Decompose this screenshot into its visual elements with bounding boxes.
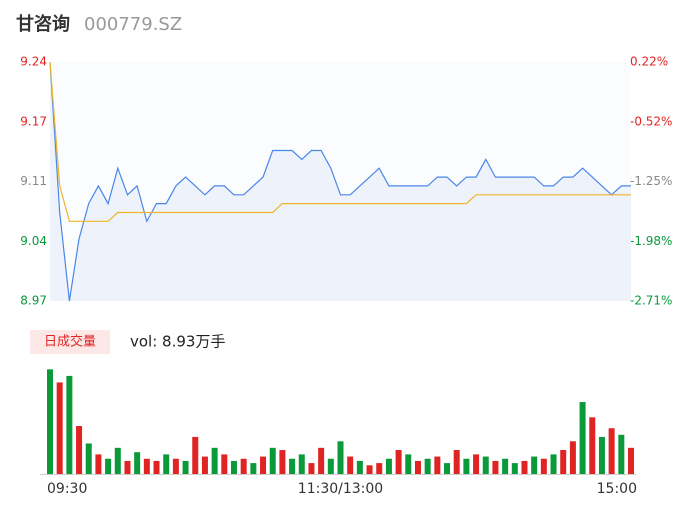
y-tick-label: 9.04 [20, 234, 47, 248]
volume-bar [221, 454, 228, 474]
volume-bar [318, 447, 325, 474]
volume-bar [250, 463, 257, 474]
volume-bar [598, 436, 605, 474]
volume-bar [279, 450, 286, 474]
volume-total: vol: 8.93万手 [130, 333, 225, 351]
volume-bar [376, 463, 383, 474]
volume-bar [628, 447, 634, 474]
volume-bar [414, 460, 421, 474]
y2-tick-label: -1.98% [630, 234, 672, 248]
y-tick-label: 9.17 [20, 114, 47, 128]
volume-bar [95, 454, 102, 474]
stock-name: 甘咨询 [16, 13, 70, 35]
volume-bar [463, 458, 470, 474]
volume-bar [502, 458, 509, 474]
volume-bar [66, 375, 73, 474]
volume-bar [269, 447, 276, 474]
volume-bar [124, 460, 131, 474]
volume-bar [308, 463, 315, 474]
volume-bar [85, 443, 92, 474]
volume-bar [618, 434, 625, 474]
volume-bar [192, 436, 199, 474]
volume-bar [230, 460, 237, 474]
volume-bar [114, 447, 121, 474]
volume-bar [424, 458, 431, 474]
volume-bar [337, 441, 344, 474]
volume-bar [347, 456, 354, 474]
volume-bar [260, 456, 267, 474]
volume-bar [47, 369, 53, 474]
volume-bar [172, 458, 179, 474]
price-area [50, 62, 631, 301]
volume-bar [385, 458, 392, 474]
average-line [49, 61, 631, 222]
volume-bar [482, 456, 489, 474]
x-tick-label: 11:30/13:00 [298, 481, 383, 497]
volume-bar [579, 402, 586, 474]
volume-label-box [30, 330, 110, 354]
volume-bar [327, 458, 334, 474]
volume-bar [550, 454, 557, 474]
volume-bar [211, 447, 218, 474]
volume-bar [608, 428, 615, 474]
volume-bar [453, 450, 460, 474]
volume-bar [298, 454, 305, 474]
volume-bar [201, 456, 208, 474]
volume-bar [589, 417, 596, 474]
volume-bar [560, 450, 567, 474]
volume-bar [569, 441, 576, 474]
x-tick-label: 15:00 [597, 481, 637, 497]
volume-bar [134, 452, 141, 474]
volume-bar [240, 458, 247, 474]
volume-bar [511, 463, 518, 474]
volume-bar [444, 463, 451, 474]
volume-bar [105, 458, 112, 474]
volume-bar [289, 458, 296, 474]
volume-bar [531, 456, 538, 474]
stock-code: 000779.SZ [84, 14, 182, 35]
volume-bar [366, 465, 373, 474]
y-tick-label: 9.24 [20, 55, 47, 69]
volume-bar [56, 382, 63, 474]
volume-bar [492, 460, 499, 474]
y-tick-label: 8.97 [20, 294, 47, 308]
volume-bar [153, 460, 160, 474]
volume-bar [76, 426, 83, 474]
volume-bar [405, 454, 412, 474]
volume-label: 日成交量 [44, 334, 96, 350]
y2-tick-label: 0.22% [630, 55, 668, 69]
volume-bar [356, 460, 363, 474]
x-tick-label: 09:30 [47, 481, 87, 497]
volume-bar [473, 454, 480, 474]
y2-tick-label: -2.71% [630, 294, 672, 308]
y2-tick-label: -1.25% [630, 174, 672, 188]
volume-bar [540, 458, 547, 474]
volume-bar [434, 456, 441, 474]
price-line [49, 61, 631, 302]
volume-bar [163, 454, 170, 474]
volume-bar [182, 460, 189, 474]
volume-bar [395, 450, 402, 474]
y2-tick-label: -0.52% [630, 114, 672, 128]
volume-bar [143, 458, 150, 474]
y-tick-label: 9.11 [20, 174, 47, 188]
volume-bar [521, 460, 528, 474]
